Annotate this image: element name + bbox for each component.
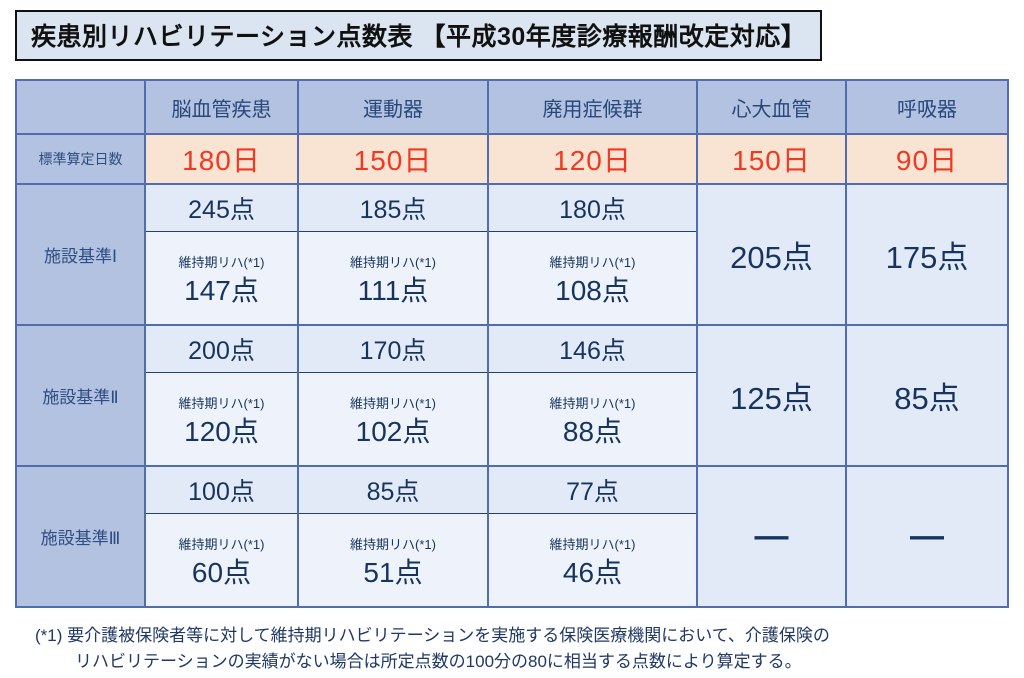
points-cell-cardio: 125点 (696, 324, 847, 467)
maintenance-cell: 維持期リハ(*1) 102点 (297, 372, 489, 467)
points-cell: 170点 (297, 324, 489, 373)
points-table: 脳血管疾患 運動器 廃用症候群 心大血管 呼吸器 標準算定日数 180日 150… (15, 79, 1009, 608)
points-cell-respiratory-none: — (845, 465, 1009, 608)
maintenance-cell: 維持期リハ(*1) 120点 (144, 372, 299, 467)
points-cell: 100点 (144, 465, 299, 514)
maintenance-points: 108点 (555, 274, 630, 306)
standard-days-label: 標準算定日数 (15, 133, 146, 185)
points-cell-respiratory: 85点 (845, 324, 1009, 467)
standard1-maintenance-row: 維持期リハ(*1) 147点 維持期リハ(*1) 111点 維持期リハ(*1) … (16, 231, 1008, 326)
points-cell-cardio-none: — (696, 465, 847, 608)
points-cell: 185点 (297, 183, 489, 232)
maintenance-cell: 維持期リハ(*1) 111点 (297, 231, 489, 326)
maintenance-label: 維持期リハ(*1) (178, 255, 265, 271)
points-cell: 85点 (297, 465, 489, 514)
standard2-maintenance-row: 維持期リハ(*1) 120点 維持期リハ(*1) 102点 維持期リハ(*1) … (16, 372, 1008, 467)
points-cell: 77点 (487, 465, 698, 514)
maintenance-cell: 維持期リハ(*1) 147点 (144, 231, 299, 326)
points-cell: 146点 (487, 324, 698, 373)
maintenance-label: 維持期リハ(*1) (350, 537, 436, 553)
days-value-cell: 150日 (696, 133, 847, 185)
maintenance-points: 88点 (562, 415, 623, 447)
days-value-cell: 180日 (144, 133, 299, 185)
days-value-cell: 120日 (487, 133, 698, 185)
column-header-cerebrovascular: 脳血管疾患 (144, 79, 299, 135)
maintenance-label: 維持期リハ(*1) (350, 255, 436, 271)
corner-cell (15, 79, 146, 135)
maintenance-points: 147点 (184, 274, 259, 306)
maintenance-points: 51点 (363, 556, 423, 588)
page-title: 疾患別リハビリテーション点数表 【平成30年度診療報酬改定対応】 (15, 10, 823, 61)
maintenance-cell: 維持期リハ(*1) 88点 (487, 372, 698, 467)
maintenance-label: 維持期リハ(*1) (549, 537, 636, 553)
maintenance-points: 111点 (357, 274, 429, 306)
maintenance-label: 維持期リハ(*1) (350, 396, 436, 412)
footnote: (*1) 要介護被保険者等に対して維持期リハビリテーションを実施する保険医療機関… (35, 623, 1024, 676)
standard2-top-row: 施設基準Ⅱ 200点 170点 146点 125点 85点 (15, 324, 1009, 467)
days-value-cell: 150日 (297, 133, 489, 185)
points-cell: 200点 (144, 324, 299, 373)
standard3-maintenance-row: 維持期リハ(*1) 60点 維持期リハ(*1) 51点 維持期リハ(*1) 46… (16, 513, 1008, 608)
days-value-cell: 90日 (845, 133, 1009, 185)
column-header-disuse-syndrome: 廃用症候群 (487, 79, 698, 135)
section-label-standard1: 施設基準Ⅰ (15, 183, 146, 326)
footnote-line2: リハビリテーションの実績がない場合は所定点数の100分の80に相当する点数により… (75, 652, 802, 672)
standard1-top-row: 施設基準Ⅰ 245点 185点 180点 205点 175点 (15, 183, 1009, 326)
standard3-top-row: 施設基準Ⅲ 100点 85点 77点 — — (15, 465, 1009, 608)
footnote-line1: (*1) 要介護被保険者等に対して維持期リハビリテーションを実施する保険医療機関… (35, 626, 830, 645)
maintenance-label: 維持期リハ(*1) (549, 255, 636, 271)
maintenance-points: 102点 (355, 415, 431, 447)
points-cell: 180点 (487, 183, 698, 232)
section-label-standard3: 施設基準Ⅲ (15, 465, 146, 608)
maintenance-cell: 維持期リハ(*1) 108点 (487, 231, 698, 326)
maintenance-points: 60点 (191, 556, 252, 588)
maintenance-label: 維持期リハ(*1) (178, 396, 265, 412)
maintenance-label: 維持期リハ(*1) (178, 537, 265, 553)
maintenance-points: 120点 (184, 415, 259, 447)
column-header-cardiovascular: 心大血管 (696, 79, 847, 135)
points-cell: 245点 (144, 183, 299, 232)
maintenance-label: 維持期リハ(*1) (549, 396, 636, 412)
maintenance-points: 46点 (562, 556, 623, 588)
maintenance-cell: 維持期リハ(*1) 51点 (297, 513, 489, 608)
section-label-standard2: 施設基準Ⅱ (15, 324, 146, 467)
maintenance-cell: 維持期リハ(*1) 46点 (487, 513, 698, 608)
points-cell-cardio: 205点 (696, 183, 847, 326)
standard-days-row: 標準算定日数 180日 150日 120日 150日 90日 (15, 133, 1009, 185)
column-header-respiratory: 呼吸器 (845, 79, 1009, 135)
maintenance-cell: 維持期リハ(*1) 60点 (144, 513, 299, 608)
header-row: 脳血管疾患 運動器 廃用症候群 心大血管 呼吸器 (15, 79, 1009, 135)
column-header-musculoskeletal: 運動器 (297, 79, 489, 135)
points-cell-respiratory: 175点 (845, 183, 1009, 326)
